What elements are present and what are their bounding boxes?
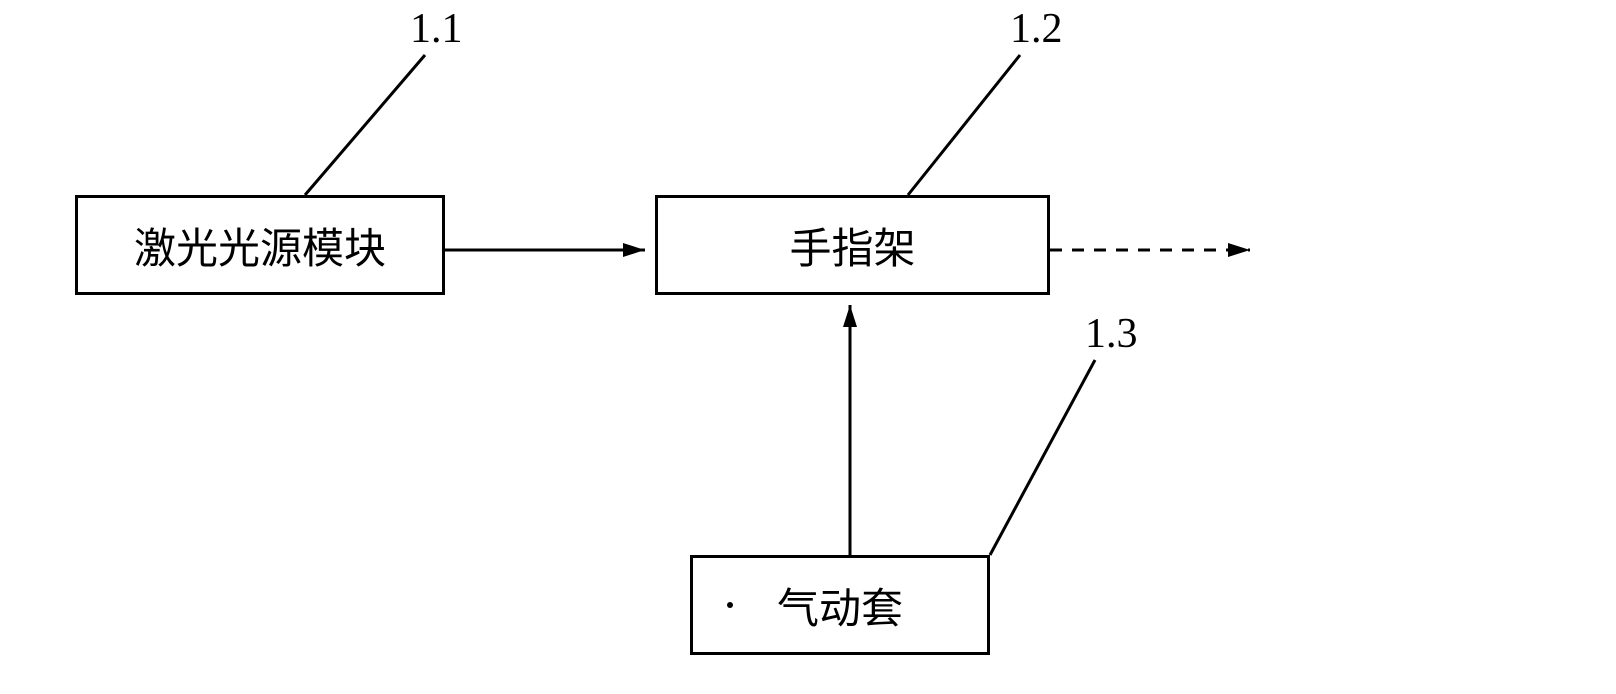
id-label-1-2: 1.2 xyxy=(1010,5,1063,53)
node-finger-holder: 手指架 xyxy=(655,195,1050,295)
node-laser-label: 激光光源模块 xyxy=(134,215,386,276)
node-laser-source-module: 激光光源模块 xyxy=(75,195,445,295)
id-label-1-1: 1.1 xyxy=(410,5,463,53)
node-pneum-label: 气动套 xyxy=(777,575,903,636)
diagram-stage: 激光光源模块 手指架 气动套 1.1 1.2 1.3 xyxy=(0,0,1616,694)
id-label-1-3: 1.3 xyxy=(1085,310,1138,358)
node-finger-label: 手指架 xyxy=(789,215,915,276)
node-pneumatic-sleeve: 气动套 xyxy=(690,555,990,655)
